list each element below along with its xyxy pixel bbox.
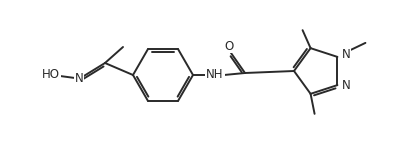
Text: N: N (341, 79, 350, 92)
Text: NH: NH (206, 69, 224, 82)
Text: N: N (75, 72, 83, 85)
Text: O: O (224, 40, 233, 53)
Text: N: N (341, 48, 350, 61)
Text: HO: HO (42, 69, 60, 82)
